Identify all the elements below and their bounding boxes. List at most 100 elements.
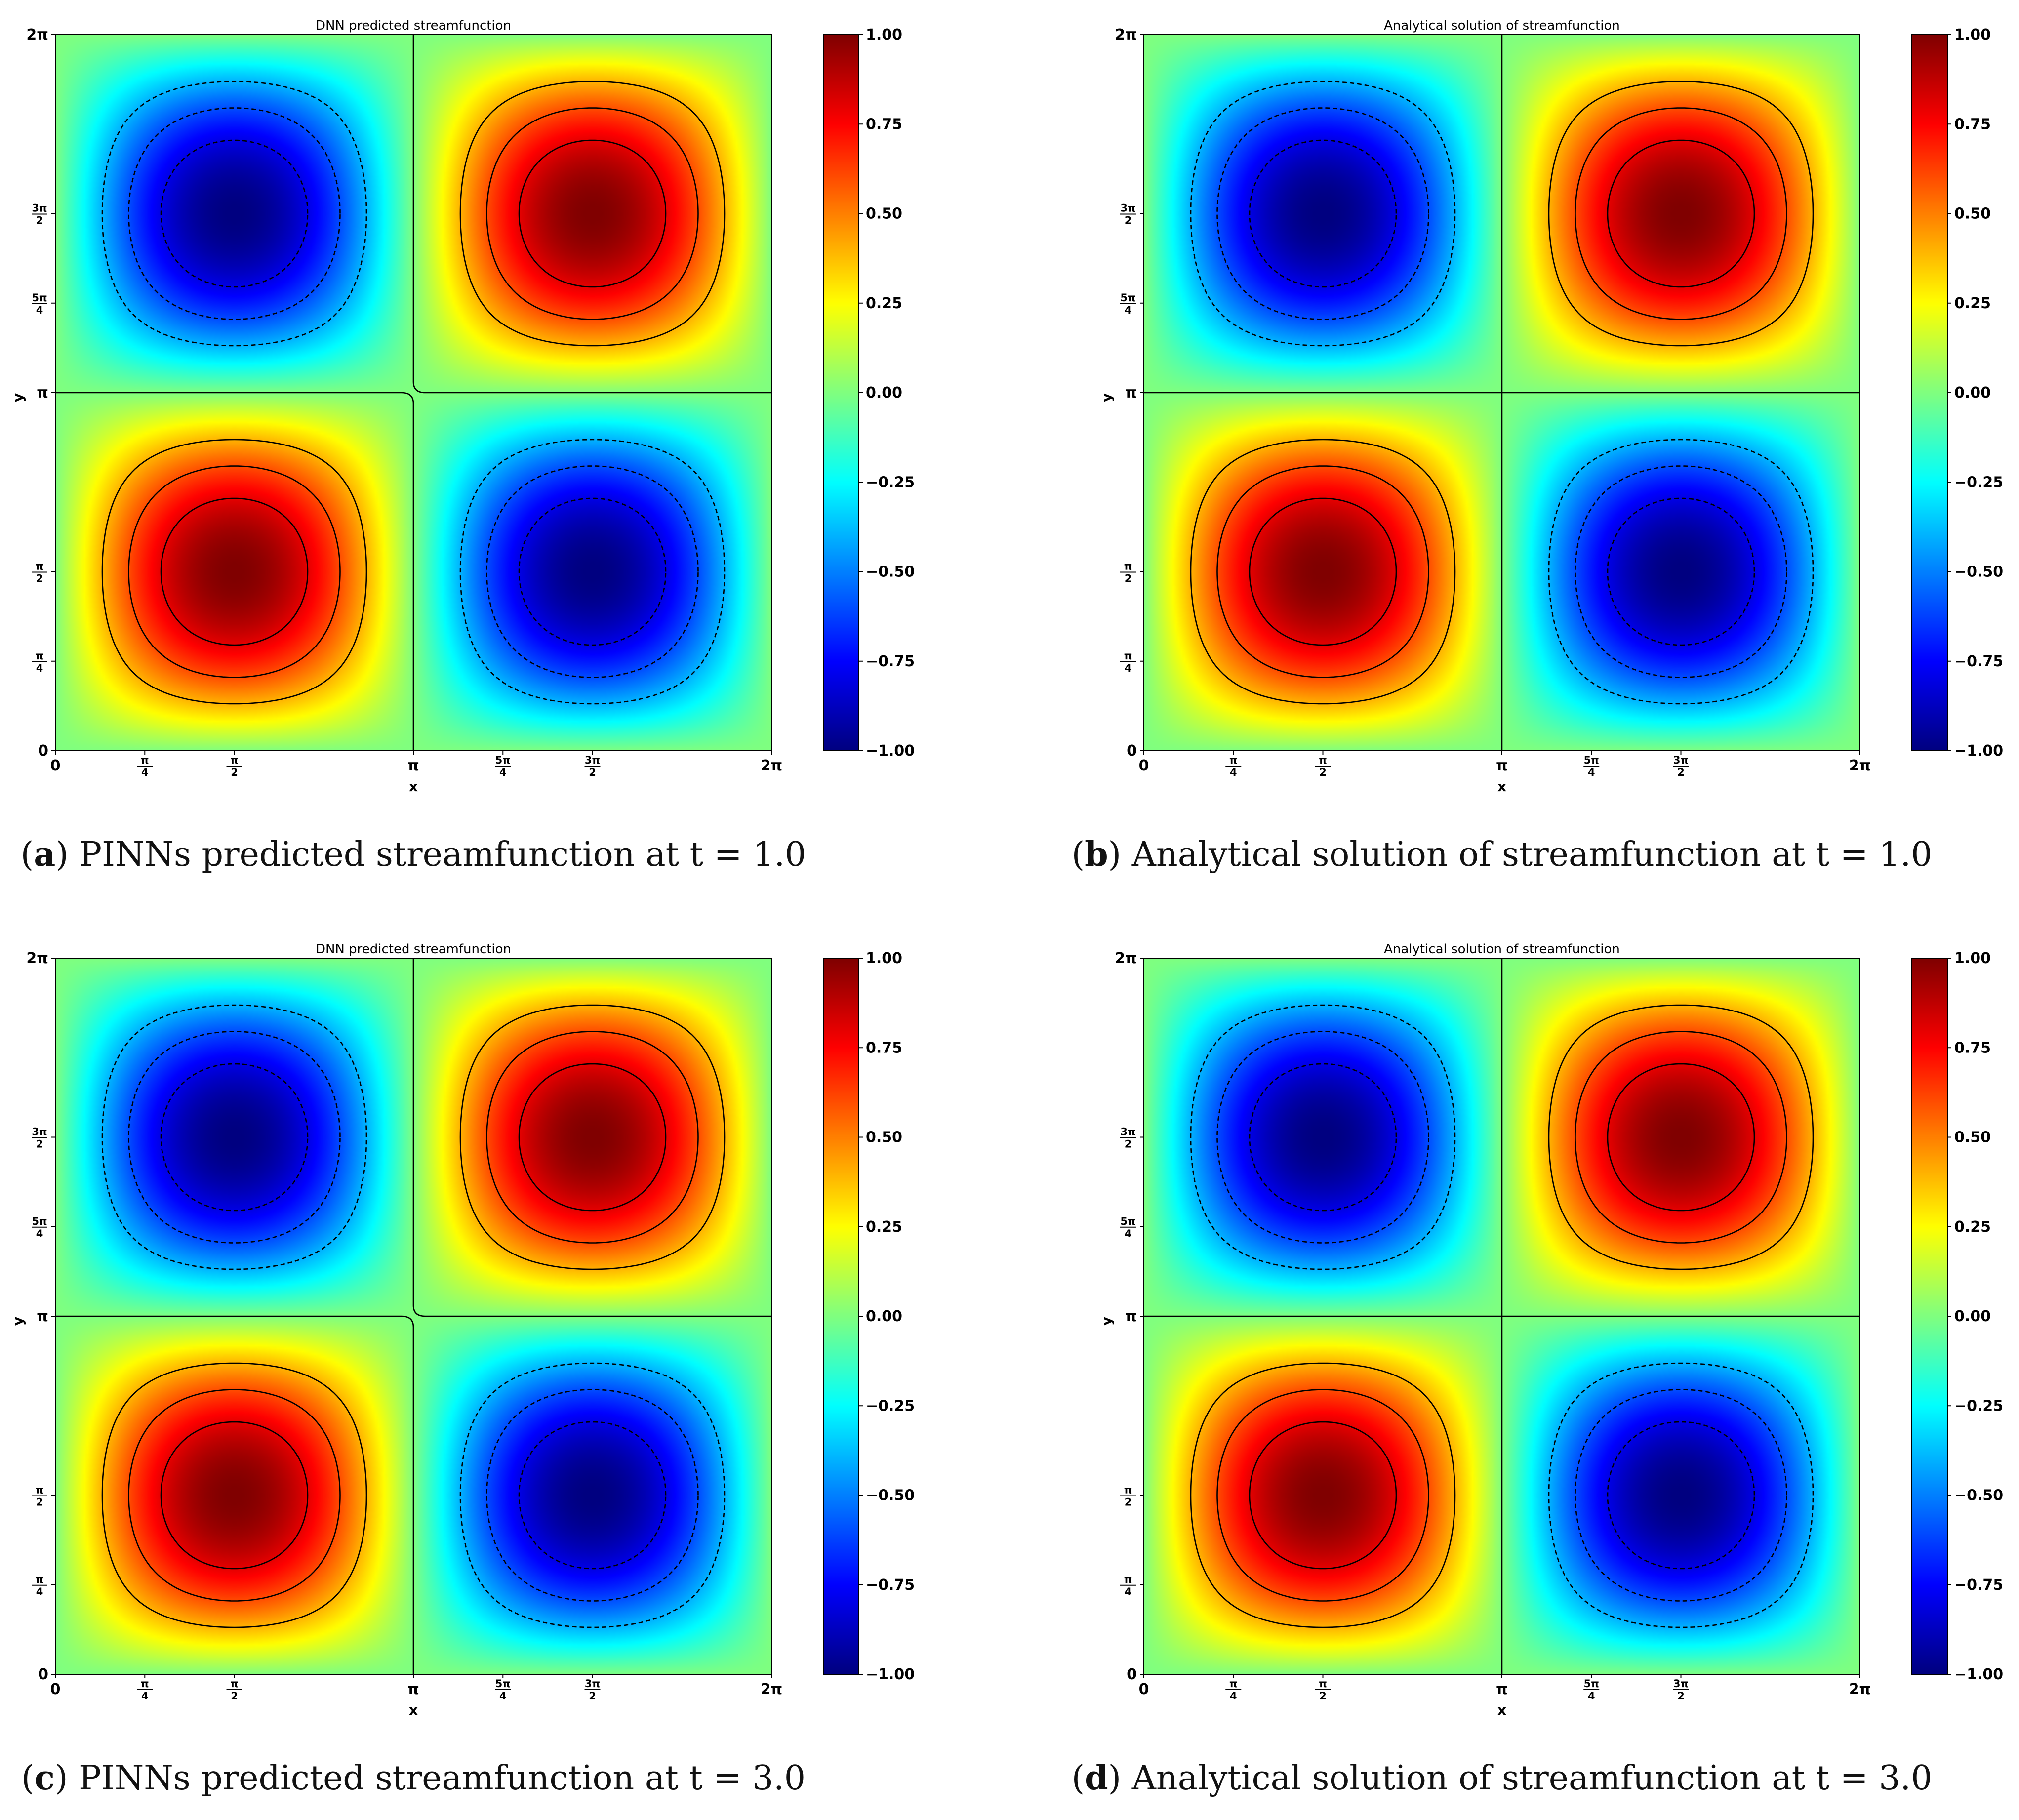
contour-line <box>1548 1362 1814 1628</box>
x-tick-label: π4 <box>137 1678 153 1702</box>
svg-text:π: π <box>36 1574 44 1585</box>
x-tick-label: 2π <box>761 757 783 774</box>
contour-line <box>160 1421 309 1570</box>
y-tick-label: π <box>37 1308 48 1325</box>
svg-text:0: 0 <box>1139 1681 1149 1698</box>
y-tick-label: π4 <box>1120 650 1136 674</box>
colorbar-tick-label: 1.00 <box>1954 950 1991 967</box>
colorbar-tick-label: 0.00 <box>866 384 902 402</box>
svg-text:2: 2 <box>36 1138 43 1150</box>
x-tick-label: π <box>1496 757 1508 774</box>
contour-lines <box>1144 958 1860 1674</box>
contour-line <box>1249 1421 1397 1570</box>
caption-letter: d <box>1085 1758 1108 1798</box>
svg-text:0: 0 <box>50 1681 61 1698</box>
x-tick-label: 3π2 <box>1673 1678 1689 1702</box>
svg-text:4: 4 <box>1125 662 1132 674</box>
contour-line <box>1607 139 1755 288</box>
y-tick-label: π <box>37 384 48 402</box>
caption-c: (c) PINNs predicted streamfunction at t … <box>21 1758 806 1798</box>
contour-line <box>1249 139 1397 288</box>
plot-title: Analytical solution of streamfunction <box>1384 18 1620 33</box>
x-tick-label: 0 <box>1139 757 1149 774</box>
contour-line <box>1190 1004 1456 1270</box>
y-tick-label: 2π <box>1115 950 1137 967</box>
svg-text:3π: 3π <box>1673 754 1689 766</box>
x-tick-label: π2 <box>226 754 242 778</box>
colorbar-tick-label: −0.50 <box>866 564 915 581</box>
x-axis-label: x <box>409 778 418 795</box>
colorbar-tick-label: −0.25 <box>866 1397 915 1415</box>
contour-line <box>160 497 309 646</box>
y-tick-label: 2π <box>1115 26 1137 43</box>
svg-text:2: 2 <box>1319 767 1327 778</box>
x-tick-label: 0 <box>50 1681 61 1698</box>
colorbar-tick-label: −0.75 <box>866 1577 915 1594</box>
svg-text:2: 2 <box>36 1496 43 1508</box>
colorbar-tick-label: −0.25 <box>1954 474 2003 491</box>
contour-lines <box>1144 35 1860 751</box>
svg-text:2π: 2π <box>761 757 783 774</box>
colorbar-tick-label: −0.25 <box>866 474 915 491</box>
caption-text: PINNs predicted streamfunction at t = 1.… <box>79 835 807 874</box>
contour-line <box>518 139 667 288</box>
y-tick-label: π2 <box>1120 1484 1136 1508</box>
svg-text:0: 0 <box>38 742 48 760</box>
svg-text:π: π <box>1124 561 1132 572</box>
x-axis-label: x <box>1497 1702 1506 1718</box>
plot-title: Analytical solution of streamfunction <box>1384 942 1620 957</box>
svg-text:0: 0 <box>38 1666 48 1683</box>
y-tick-label: 5π4 <box>1120 292 1136 316</box>
contour-line <box>1607 1421 1755 1570</box>
svg-text:π: π <box>407 757 419 774</box>
contour-line <box>128 1031 341 1244</box>
svg-text:3π: 3π <box>585 1678 600 1690</box>
contour-line <box>1575 1031 1787 1244</box>
svg-text:π: π <box>1124 650 1132 662</box>
x-tick-label: 2π <box>1849 1681 1871 1698</box>
colorbar-tick-label: 1.00 <box>866 950 902 967</box>
y-tick-label: 3π2 <box>1120 1126 1136 1150</box>
y-tick-label: π <box>1125 384 1137 402</box>
y-tick-label: 2π <box>26 26 48 43</box>
svg-text:5π: 5π <box>495 754 511 766</box>
y-tick-label: 3π2 <box>1120 202 1136 227</box>
y-tick-label: π2 <box>32 561 47 585</box>
svg-text:2: 2 <box>1125 1496 1132 1508</box>
svg-text:4: 4 <box>36 662 43 674</box>
colorbar-tick-label: −0.75 <box>1954 653 2003 670</box>
y-tick-label: 5π4 <box>1120 1215 1136 1240</box>
zero-contour <box>55 1315 414 1674</box>
svg-text:π: π <box>141 1678 149 1690</box>
svg-text:π: π <box>36 561 44 572</box>
y-tick-label: π4 <box>1120 1574 1136 1598</box>
contour-line <box>160 139 309 288</box>
y-tick-label: 3π2 <box>32 1126 47 1150</box>
svg-text:2: 2 <box>589 1690 596 1702</box>
x-tick-label: π4 <box>1225 754 1242 778</box>
contour-line <box>1190 81 1456 347</box>
x-axis-label: x <box>409 1702 418 1718</box>
contour-line <box>518 497 667 646</box>
contour-line <box>101 1004 367 1270</box>
y-tick-label: π2 <box>32 1484 47 1508</box>
x-axis-label: x <box>1497 778 1506 795</box>
y-tick-label: π2 <box>1120 561 1136 585</box>
svg-text:π: π <box>1124 1484 1132 1496</box>
svg-text:π: π <box>1124 1574 1132 1585</box>
svg-text:π: π <box>1496 1681 1508 1698</box>
svg-text:3π: 3π <box>32 1126 47 1138</box>
svg-text:4: 4 <box>1230 767 1237 778</box>
y-axis-label: y <box>1098 393 1115 402</box>
contour-line <box>1575 107 1787 320</box>
svg-text:2: 2 <box>1125 215 1132 227</box>
caption-text: Analytical solution of streamfunction at… <box>1131 835 1933 874</box>
svg-text:5π: 5π <box>32 1215 47 1227</box>
contour-line <box>486 1389 699 1602</box>
y-tick-label: π <box>1125 1308 1137 1325</box>
svg-text:5π: 5π <box>32 292 47 304</box>
contour-line <box>518 1063 667 1212</box>
svg-text:5π: 5π <box>1120 292 1135 304</box>
svg-text:2: 2 <box>1319 1690 1327 1702</box>
